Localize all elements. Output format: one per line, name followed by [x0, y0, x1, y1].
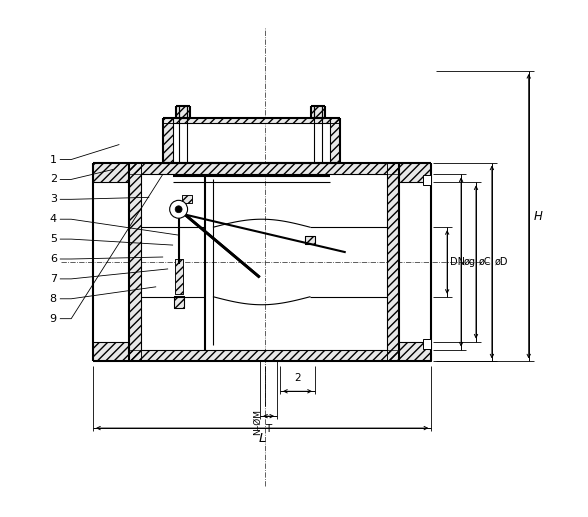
Text: H: H [534, 210, 543, 223]
Bar [423, 339, 431, 348]
Polygon shape [399, 342, 431, 361]
Polygon shape [182, 195, 192, 203]
Polygon shape [305, 236, 315, 244]
Text: 2: 2 [50, 174, 57, 185]
Text: N–ØM: N–ØM [253, 409, 262, 435]
Polygon shape [129, 162, 399, 174]
Text: 3: 3 [50, 194, 57, 204]
Polygon shape [93, 342, 129, 361]
Text: 2: 2 [294, 373, 301, 383]
Text: 8: 8 [50, 294, 57, 304]
Polygon shape [163, 118, 340, 123]
Text: T: T [266, 424, 272, 434]
Polygon shape [175, 259, 183, 294]
Text: 5: 5 [50, 234, 57, 244]
Text: øD: øD [495, 257, 509, 267]
Text: 1: 1 [50, 155, 57, 164]
Polygon shape [173, 296, 183, 308]
Text: 4: 4 [50, 214, 57, 224]
Text: DN: DN [450, 257, 465, 267]
Text: 6: 6 [50, 254, 57, 264]
Text: 9: 9 [50, 314, 57, 324]
Polygon shape [129, 162, 141, 361]
Text: L: L [259, 432, 266, 445]
Polygon shape [387, 162, 399, 361]
Text: øg: øg [464, 257, 476, 267]
Polygon shape [176, 106, 189, 118]
Polygon shape [311, 106, 325, 118]
Polygon shape [93, 162, 129, 183]
Text: øC: øC [479, 257, 492, 267]
Bar [423, 175, 431, 186]
Polygon shape [163, 118, 173, 162]
Polygon shape [129, 349, 399, 361]
Circle shape [175, 206, 182, 213]
Polygon shape [399, 162, 431, 183]
Circle shape [170, 200, 188, 218]
Polygon shape [330, 118, 340, 162]
Text: 7: 7 [50, 274, 57, 284]
